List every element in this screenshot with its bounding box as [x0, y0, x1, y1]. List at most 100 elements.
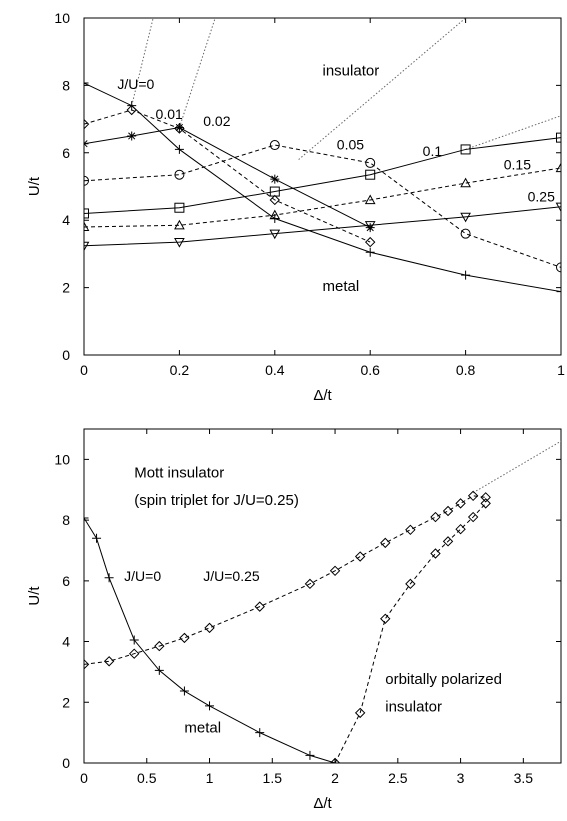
data-point [84, 118, 90, 130]
data-point [460, 228, 471, 239]
data-point [84, 241, 90, 252]
series-line [84, 167, 561, 228]
data-point [84, 139, 89, 149]
data-point [461, 270, 471, 280]
data-point [354, 551, 366, 562]
plot-area [84, 18, 561, 297]
x-axis-label: Δ/t [313, 387, 332, 404]
data-point [84, 78, 89, 88]
data-point [304, 578, 316, 590]
plot-frame [83, 17, 562, 356]
y-axis-label: U/t [26, 586, 43, 606]
data-point [380, 613, 391, 624]
phase-boundary-line [298, 18, 466, 160]
series-line [84, 517, 336, 763]
x-tick-label: 2.5 [388, 770, 408, 786]
annotation-text: metal [323, 278, 360, 295]
data-point [269, 140, 280, 151]
phase-boundary-line [178, 18, 216, 128]
data-point [174, 219, 185, 230]
data-point [380, 537, 391, 549]
data-point [104, 573, 114, 583]
data-point [405, 524, 416, 536]
series-label: 0.1 [423, 143, 443, 159]
series-line [84, 495, 486, 665]
y-tick-label: 2 [62, 694, 70, 710]
data-point [174, 169, 185, 180]
series-label: 0.25 [528, 189, 555, 205]
x-tick-label: 2 [331, 770, 339, 786]
data-point [174, 238, 185, 248]
data-point [480, 492, 491, 503]
data-point [555, 202, 561, 213]
y-tick-label: 8 [62, 512, 70, 528]
bottom-phase-diagram: 0 0.5 1 1.5 2 2.5 3 3.5 0 2 4 6 8 10 Δ/t U/t J/U=0 J/U=0.… [26, 428, 562, 812]
y-tick-label: 6 [62, 145, 70, 161]
data-point [467, 490, 479, 502]
data-point [365, 223, 375, 233]
x-tick-label: 0 [80, 362, 88, 378]
y-tick-label: 0 [62, 347, 70, 363]
x-tick-label: 0 [80, 770, 88, 786]
series-label: 0.01 [156, 106, 183, 122]
phase-boundary-line [465, 115, 561, 150]
data-point [354, 707, 366, 719]
x-tick-label: 3.5 [514, 770, 534, 786]
data-point [84, 175, 89, 186]
y-tick-label: 6 [62, 573, 70, 589]
annotation-text: (spin triplet for J/U=0.25) [134, 492, 299, 509]
data-point [84, 659, 90, 670]
data-point [154, 640, 165, 652]
series-line [334, 503, 487, 763]
data-point [305, 750, 315, 760]
data-point [174, 202, 185, 213]
data-point [269, 186, 280, 197]
y-tick-label: 0 [62, 755, 70, 771]
data-point [405, 578, 416, 590]
data-point [129, 648, 140, 659]
y-tick-label: 10 [54, 10, 70, 26]
data-point [205, 701, 215, 711]
data-point [556, 287, 561, 297]
data-point [179, 686, 189, 696]
data-point [364, 221, 376, 231]
annotation-text: orbitally polarized [385, 671, 502, 688]
annotation-text: insulator [385, 698, 442, 715]
data-point [269, 194, 281, 206]
y-tick-label: 4 [62, 212, 70, 228]
x-tick-label: 1 [557, 362, 565, 378]
plot-frame [83, 428, 562, 764]
data-point [455, 498, 466, 509]
data-point [179, 632, 190, 644]
data-point [365, 247, 375, 257]
y-tick-label: 4 [62, 634, 70, 650]
data-point [556, 262, 561, 273]
data-point [154, 665, 164, 675]
data-point [269, 229, 281, 240]
data-point [430, 511, 441, 523]
data-point [365, 157, 376, 168]
data-point [174, 123, 184, 133]
data-point [365, 169, 376, 180]
y-tick-label: 8 [62, 77, 70, 93]
plot-area [84, 440, 561, 763]
x-tick-label: 1.5 [263, 770, 283, 786]
data-point [555, 162, 561, 173]
data-point [84, 221, 90, 232]
data-point [92, 533, 102, 543]
data-point [127, 131, 137, 141]
data-point [330, 758, 340, 763]
data-point [254, 601, 265, 612]
annotation-text: Mott insulator [134, 465, 224, 482]
data-point [467, 511, 479, 523]
annotation-text: insulator [323, 62, 380, 79]
data-point [455, 523, 466, 535]
phase-boundary-line [472, 440, 561, 494]
series-label: J/U=0.25 [203, 568, 260, 584]
data-point [84, 208, 89, 219]
data-point [270, 174, 280, 184]
data-point [174, 144, 184, 154]
data-point [255, 728, 265, 738]
